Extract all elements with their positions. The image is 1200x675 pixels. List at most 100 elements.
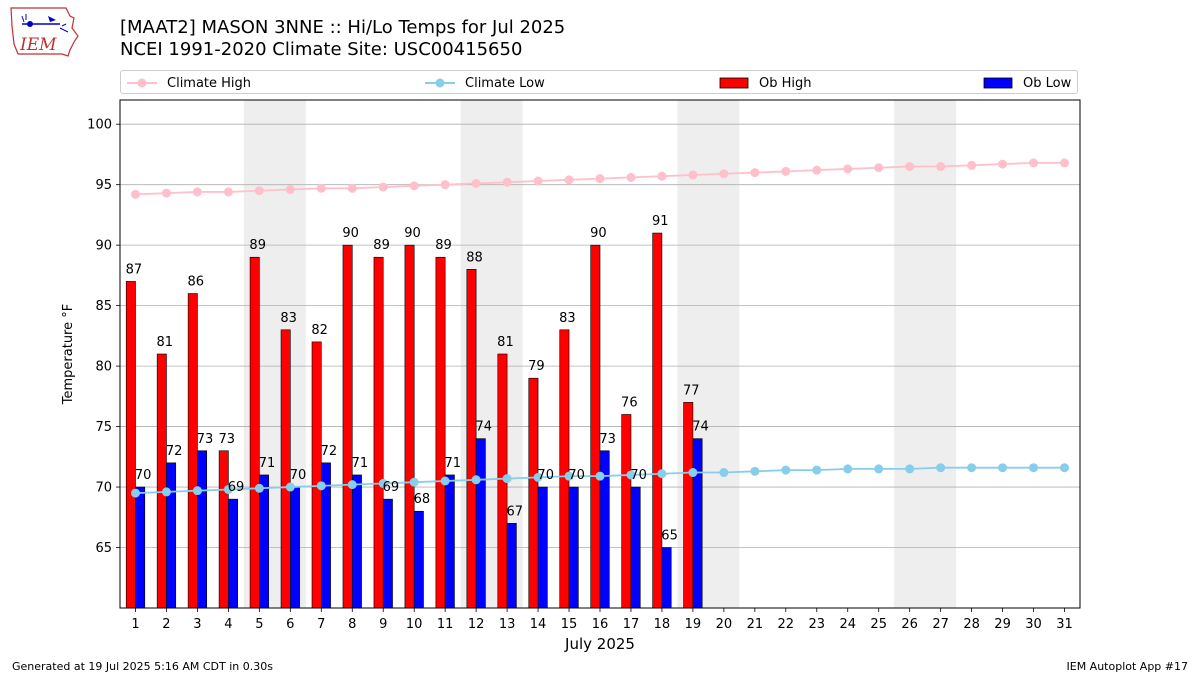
ob-high-data-label: 90	[590, 226, 607, 241]
climate-low-point	[161, 487, 171, 497]
ob-low-data-label: 70	[135, 468, 152, 483]
legend-label: Ob High	[759, 75, 812, 91]
ob-high-bar	[218, 450, 229, 609]
climate-low-point	[378, 478, 388, 488]
ob-low-data-label: 73	[197, 432, 214, 447]
climate-low-point	[781, 465, 791, 475]
ob-low-bar	[382, 498, 393, 609]
ob-low-bar	[228, 498, 238, 609]
x-tick-label: 14	[530, 617, 547, 632]
climate-high-point	[440, 180, 450, 190]
ob-high-data-label: 83	[559, 311, 576, 326]
climate-high-point	[812, 165, 822, 175]
climate-high-point	[223, 187, 233, 197]
legend-item-ob-high: Ob High	[719, 74, 812, 92]
y-tick-label: 70	[95, 481, 112, 496]
x-tick-label: 12	[468, 617, 485, 632]
ob-high-data-label: 79	[528, 359, 545, 374]
climate-low-point	[347, 480, 357, 490]
ob-low-data-label: 67	[506, 504, 523, 519]
legend-line-marker-icon	[425, 78, 455, 88]
ob-high-bar	[652, 232, 663, 609]
ob-high-data-label: 89	[249, 238, 266, 253]
ob-low-data-label: 70	[290, 468, 307, 483]
ob-low-bar	[506, 523, 517, 609]
ob-high-data-label: 89	[435, 238, 452, 253]
climate-high-point	[254, 186, 264, 196]
climate-high-point	[998, 159, 1008, 169]
x-tick-label: 2	[162, 617, 170, 632]
climate-low-point	[874, 464, 884, 474]
climate-high-point	[1060, 158, 1070, 168]
x-tick-label: 4	[224, 617, 232, 632]
climate-high-point	[471, 178, 481, 188]
x-tick-label: 5	[255, 617, 263, 632]
x-tick-label: 11	[437, 617, 454, 632]
y-tick-label: 65	[95, 541, 112, 556]
climate-high-point	[130, 189, 140, 199]
legend-item-ob-low: Ob Low	[983, 74, 1071, 92]
climate-low-point	[316, 481, 326, 491]
climate-low-point	[223, 484, 233, 494]
x-axis-label: July 2025	[564, 635, 635, 653]
climate-low-point	[440, 476, 450, 486]
x-tick-label: 10	[406, 617, 423, 632]
ob-high-data-label: 86	[188, 275, 205, 290]
climate-high-point	[688, 170, 698, 180]
climate-low-point	[564, 471, 574, 481]
weekend-band	[894, 100, 957, 608]
ob-high-data-label: 91	[652, 214, 669, 229]
chart-subtitle: NCEI 1991-2020 Climate Site: USC00415650	[120, 39, 523, 60]
ob-low-bar	[475, 438, 486, 609]
climate-high-point	[347, 183, 357, 193]
x-tick-label: 21	[747, 617, 764, 632]
climate-low-point	[130, 488, 140, 498]
climate-low-point	[285, 482, 295, 492]
climate-high-point	[409, 181, 419, 191]
legend-bar-swatch-icon	[719, 77, 749, 89]
ob-high-bar	[404, 244, 415, 609]
x-tick-label: 26	[901, 617, 918, 632]
legend-label: Ob Low	[1023, 75, 1072, 91]
ob-low-data-label: 74	[476, 420, 493, 435]
x-tick-label: 17	[623, 617, 640, 632]
x-tick-label: 30	[1025, 617, 1042, 632]
climate-high-point	[533, 176, 543, 186]
legend-label: Climate High	[167, 75, 252, 91]
climate-high-point	[936, 162, 946, 172]
climate-low-point	[1060, 463, 1070, 473]
climate-low-point	[812, 465, 822, 475]
climate-high-point	[905, 162, 915, 172]
ob-low-bar	[568, 486, 579, 609]
y-tick-label: 95	[95, 178, 112, 193]
ob-low-bar	[413, 510, 424, 609]
ob-low-bar	[290, 486, 300, 609]
ob-low-data-label: 69	[383, 480, 400, 495]
climate-high-point	[750, 168, 760, 178]
climate-high-point	[781, 166, 791, 176]
x-tick-label: 27	[932, 617, 949, 632]
iem-logo: IEM	[10, 7, 79, 57]
climate-low-point	[254, 483, 264, 493]
x-tick-label: 9	[379, 617, 387, 632]
climate-high-point	[192, 187, 202, 197]
climate-high-point	[285, 185, 295, 195]
ob-high-data-label: 83	[280, 311, 297, 326]
ob-low-bar	[351, 474, 362, 609]
climate-low-point	[936, 463, 946, 473]
legend-bar-swatch-icon	[983, 77, 1013, 89]
ob-high-data-label: 90	[342, 226, 359, 241]
x-tick-label: 29	[994, 617, 1011, 632]
ob-high-data-label: 89	[373, 238, 390, 253]
climate-low-point	[192, 486, 202, 496]
ob-high-bar	[187, 293, 198, 609]
x-tick-label: 18	[654, 617, 671, 632]
ob-high-data-label: 73	[218, 432, 235, 447]
footer-app: IEM Autoplot App #17	[1066, 660, 1189, 673]
legend-item-climate-high: Climate High	[127, 74, 251, 92]
y-axis-label: Temperature °F	[61, 304, 76, 405]
ob-low-data-label: 73	[599, 432, 616, 447]
ob-low-data-label: 65	[661, 529, 678, 544]
ob-high-bar	[342, 244, 353, 609]
